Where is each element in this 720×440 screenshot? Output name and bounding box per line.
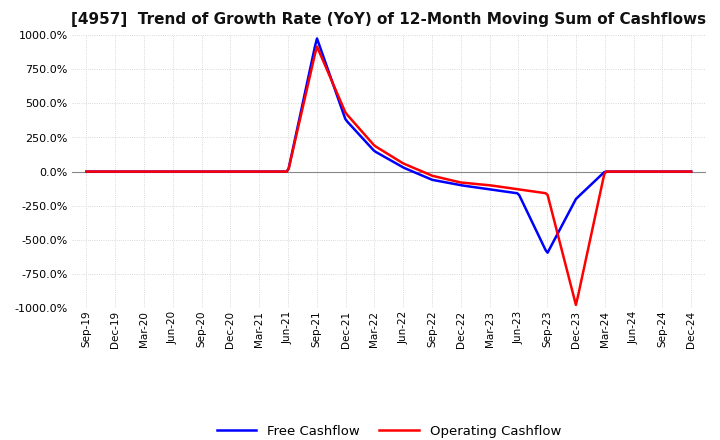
Line: Free Cashflow: Free Cashflow xyxy=(86,38,691,253)
Title: [4957]  Trend of Growth Rate (YoY) of 12-Month Moving Sum of Cashflows: [4957] Trend of Growth Rate (YoY) of 12-… xyxy=(71,12,706,27)
Free Cashflow xyxy=(84,169,93,174)
Operating Cashflow xyxy=(312,44,321,49)
Operating Cashflow xyxy=(84,169,93,174)
Free Cashflow xyxy=(312,36,321,41)
Operating Cashflow xyxy=(454,180,463,185)
Operating Cashflow xyxy=(687,169,696,174)
Operating Cashflow xyxy=(596,191,605,196)
Operating Cashflow xyxy=(444,177,453,182)
Operating Cashflow xyxy=(572,302,580,308)
Free Cashflow xyxy=(544,250,552,255)
Free Cashflow xyxy=(596,173,605,179)
Free Cashflow xyxy=(82,169,91,174)
Free Cashflow xyxy=(687,169,696,174)
Free Cashflow xyxy=(634,169,643,174)
Free Cashflow xyxy=(454,182,463,187)
Free Cashflow xyxy=(442,180,451,185)
Legend: Free Cashflow, Operating Cashflow: Free Cashflow, Operating Cashflow xyxy=(212,420,566,440)
Operating Cashflow xyxy=(634,169,643,174)
Operating Cashflow xyxy=(442,176,451,182)
Operating Cashflow xyxy=(82,169,91,174)
Free Cashflow xyxy=(444,180,453,186)
Line: Operating Cashflow: Operating Cashflow xyxy=(86,47,691,305)
